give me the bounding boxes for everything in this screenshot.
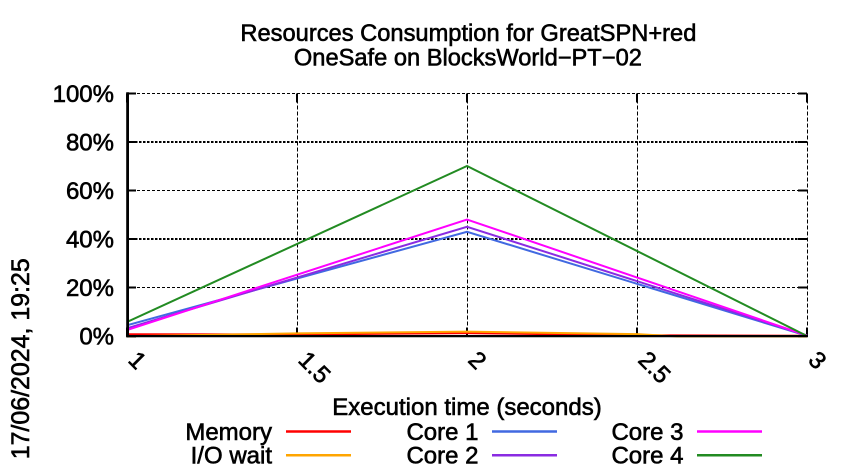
svg-text:Core 4: Core 4 (611, 442, 683, 469)
svg-text:Memory: Memory (185, 419, 272, 446)
svg-text:Core 1: Core 1 (406, 419, 478, 446)
svg-text:0%: 0% (79, 324, 114, 351)
svg-text:I/O wait: I/O wait (191, 442, 273, 469)
svg-text:Core 2: Core 2 (406, 442, 478, 469)
svg-text:Execution time (seconds): Execution time (seconds) (332, 394, 601, 421)
svg-text:17/06/2024, 19:25: 17/06/2024, 19:25 (7, 258, 35, 459)
svg-text:80%: 80% (66, 129, 114, 156)
svg-text:Resources Consumption for Grea: Resources Consumption for GreatSPN+red (240, 20, 696, 47)
svg-text:60%: 60% (66, 178, 114, 205)
svg-text:OneSafe on BlocksWorld−PT−02: OneSafe on BlocksWorld−PT−02 (294, 44, 642, 71)
svg-text:100%: 100% (53, 81, 114, 108)
svg-text:20%: 20% (66, 275, 114, 302)
svg-text:40%: 40% (66, 227, 114, 254)
svg-text:Core 3: Core 3 (611, 419, 683, 446)
